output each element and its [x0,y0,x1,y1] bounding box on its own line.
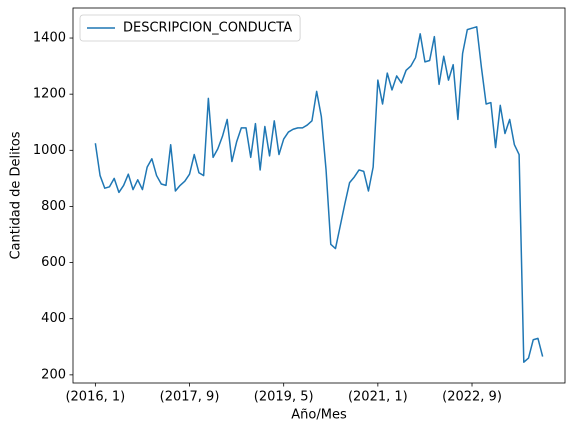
y-axis-label: Cantidad de Delitos [9,131,24,259]
x-tick-label: (2022, 9) [442,390,502,405]
y-tick-label: 1200 [33,87,66,102]
legend-box [79,14,301,42]
y-tick-label: 400 [41,311,66,326]
plot-frame [72,7,566,384]
legend-label: DESCRIPCION_CONDUCTA [123,21,292,36]
y-tick-label: 200 [41,367,66,382]
x-tick-label: (2017, 9) [160,390,220,405]
y-tick-label: 600 [41,255,66,270]
x-tick-label: (2016, 1) [65,390,125,405]
y-tick-label: 800 [41,199,66,214]
x-tick-label: (2021, 1) [348,390,408,405]
y-tick-label: 1000 [33,143,66,158]
data-line [94,26,544,363]
y-tick-label: 1400 [33,31,66,46]
x-axis-label: Año/Mes [291,408,347,423]
x-tick-label: (2019, 5) [254,390,314,405]
